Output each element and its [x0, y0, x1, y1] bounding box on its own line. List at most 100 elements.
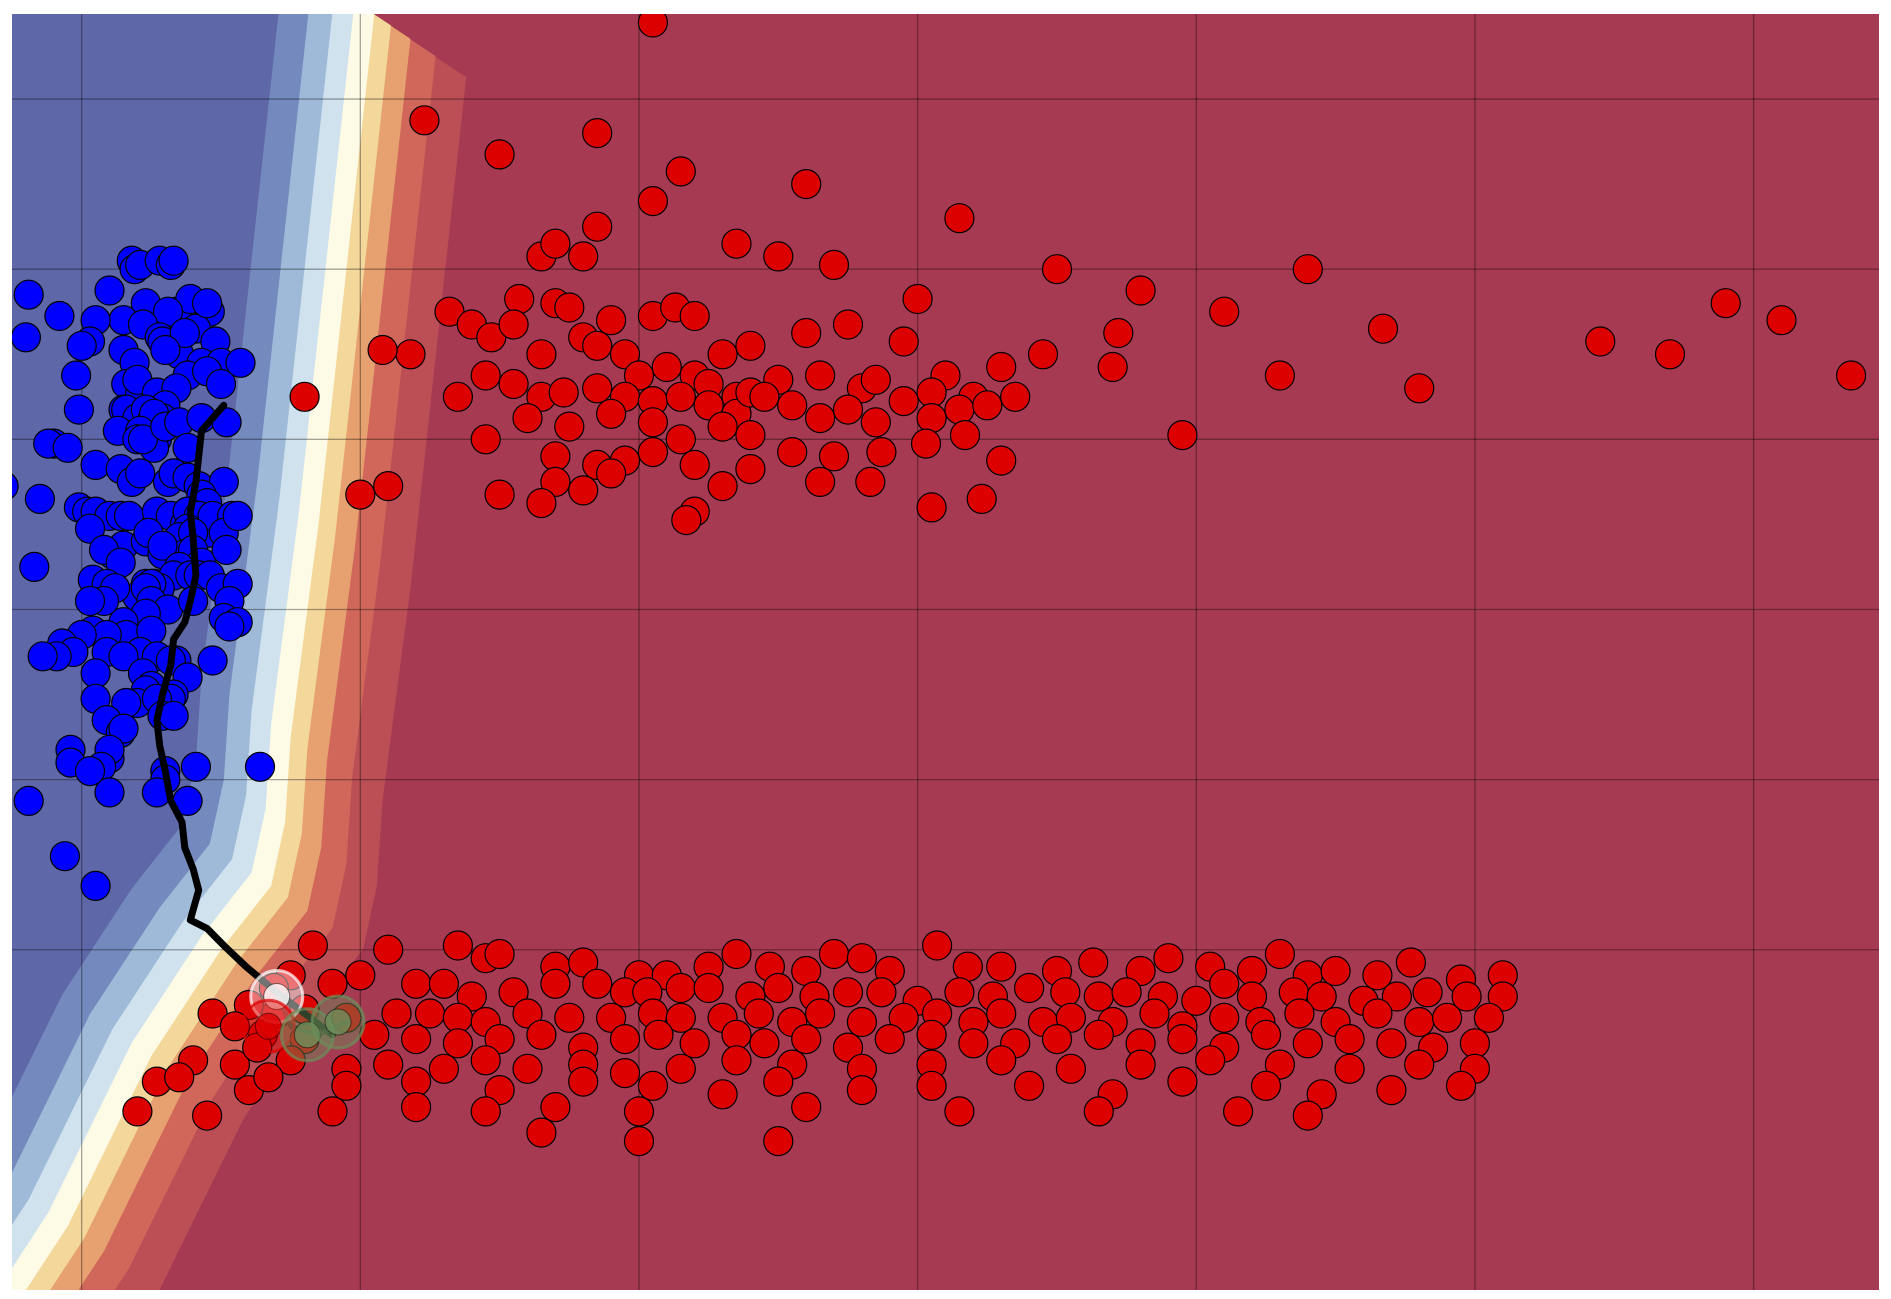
point-class-1-96	[708, 472, 737, 501]
point-class-1-288	[792, 1093, 821, 1122]
point-class-1-309	[1586, 327, 1615, 356]
point-class-1-50	[443, 382, 472, 411]
point-class-1-155	[834, 978, 863, 1007]
point-class-1-280	[1447, 1071, 1476, 1100]
point-class-1-98	[374, 472, 403, 501]
point-class-1-71	[1001, 382, 1030, 411]
point-class-1-283	[318, 1097, 347, 1126]
point-class-0-143	[215, 612, 244, 641]
point-class-1-219	[644, 1020, 673, 1049]
point-class-1-75	[597, 399, 626, 428]
point-class-1-189	[744, 999, 773, 1028]
point-class-0-109	[212, 535, 241, 564]
point-class-1-279	[1377, 1076, 1406, 1105]
point-class-1-301	[792, 170, 821, 199]
point-class-1-65	[834, 395, 863, 424]
point-class-1-11	[1126, 276, 1155, 305]
point-class-1-35	[499, 310, 528, 339]
point-class-1-200	[1140, 999, 1169, 1028]
point-class-1-134	[1321, 957, 1350, 986]
point-class-1-223	[792, 1025, 821, 1054]
point-class-0-26	[193, 289, 222, 318]
point-class-1-63	[778, 391, 807, 420]
point-class-1-306	[1405, 374, 1434, 403]
point-class-0-187	[50, 842, 79, 871]
point-class-1-234	[1252, 1020, 1281, 1049]
point-class-1-268	[569, 1067, 598, 1096]
point-class-1-69	[945, 395, 974, 424]
point-class-0-95	[223, 501, 252, 530]
point-class-1-220	[680, 1029, 709, 1058]
point-class-1-121	[847, 944, 876, 973]
point-class-1-64	[806, 404, 835, 433]
point-class-1-77	[666, 425, 695, 454]
highlight-point-1	[255, 1013, 281, 1039]
point-class-1-204	[1285, 999, 1314, 1028]
point-class-1-282	[193, 1101, 222, 1130]
point-class-0-182	[246, 752, 275, 781]
point-class-1-293	[527, 1118, 556, 1147]
point-class-1-273	[917, 1071, 946, 1100]
point-class-1-250	[666, 1054, 695, 1083]
point-class-1-246	[471, 1046, 500, 1075]
point-class-1-129	[1154, 944, 1183, 973]
point-class-1-111	[485, 940, 514, 969]
point-class-1-132	[1265, 940, 1294, 969]
point-class-1-239	[1460, 1029, 1489, 1058]
point-class-1-140	[318, 969, 347, 998]
point-class-1-79	[736, 421, 765, 450]
point-class-1-117	[722, 940, 751, 969]
point-class-1-5	[569, 242, 598, 271]
point-class-1-45	[806, 361, 835, 390]
point-class-1-160	[1015, 974, 1044, 1003]
point-class-1-316	[165, 1063, 194, 1092]
point-class-1-229	[1043, 1025, 1072, 1054]
point-class-1-227	[959, 1029, 988, 1058]
point-class-1-295	[764, 1127, 793, 1156]
point-class-1-120	[820, 940, 849, 969]
point-class-1-58	[666, 382, 695, 411]
point-class-1-136	[1396, 948, 1425, 977]
point-class-1-276	[1168, 1067, 1197, 1096]
point-class-1-202	[1210, 1003, 1239, 1032]
point-class-0-65	[81, 450, 110, 479]
point-class-0-19	[67, 331, 96, 360]
point-class-0-184	[14, 786, 43, 815]
point-class-1-180	[416, 999, 445, 1028]
point-class-1-236	[1335, 1025, 1364, 1054]
point-class-1-281	[123, 1097, 152, 1126]
point-class-1-103	[485, 480, 514, 509]
point-class-1-108	[374, 935, 403, 964]
point-class-1-143	[429, 969, 458, 998]
point-class-1-101	[967, 484, 996, 513]
point-class-0-15	[11, 323, 40, 352]
point-class-1-237	[1377, 1029, 1406, 1058]
point-class-1-93	[987, 446, 1016, 475]
point-class-1-81	[820, 442, 849, 471]
point-class-1-221	[722, 1020, 751, 1049]
point-class-1-181	[443, 1003, 472, 1032]
point-class-1-286	[541, 1093, 570, 1122]
point-class-1-146	[541, 969, 570, 998]
point-class-1-299	[583, 119, 612, 148]
point-class-0-57	[53, 433, 82, 462]
point-class-1-311	[1711, 289, 1740, 318]
point-class-1-260	[1335, 1054, 1364, 1083]
point-class-1-32	[368, 336, 397, 365]
point-class-0-33	[62, 361, 91, 390]
point-class-1-271	[764, 1067, 793, 1096]
point-class-1-226	[917, 1020, 946, 1049]
point-class-1-3	[541, 229, 570, 258]
point-class-0-32	[151, 336, 180, 365]
point-class-1-68	[917, 404, 946, 433]
point-class-1-153	[764, 974, 793, 1003]
point-class-1-261	[1405, 1050, 1434, 1079]
point-class-1-304	[1168, 421, 1197, 450]
point-class-1-312	[1767, 306, 1796, 335]
point-class-1-99	[569, 476, 598, 505]
point-class-1-37	[583, 331, 612, 360]
point-class-1-97	[346, 480, 375, 509]
point-class-1-28	[987, 353, 1016, 382]
point-class-1-52	[499, 370, 528, 399]
point-class-1-119	[792, 957, 821, 986]
